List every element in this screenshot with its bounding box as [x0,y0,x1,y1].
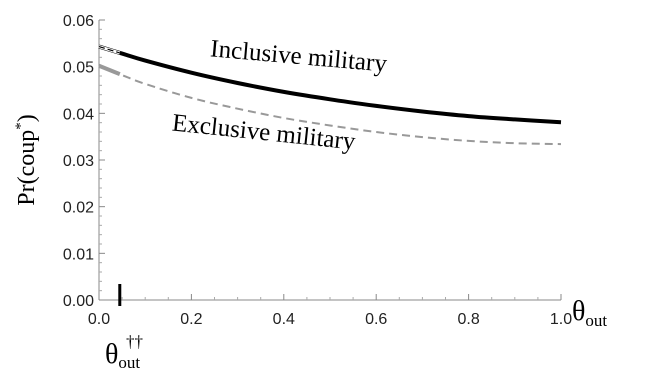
y-axis-label: Pr(coup*) [13,114,40,205]
x-tick-label: 0.6 [365,311,387,328]
y-tick-label: 0.04 [63,106,94,123]
exclusive-military-solid-start [98,63,121,76]
y-tick-label: 0.00 [63,293,94,310]
inclusive-military-dashed-start [98,46,120,54]
series-layer [98,44,562,146]
y-tick-label: 0.05 [63,60,94,77]
inclusive-military-line [98,44,562,125]
x-tick-label: 0.4 [273,311,295,328]
x-axis-label: θout [572,296,607,330]
y-tick-label: 0.01 [63,246,94,263]
inclusive-military-label: Inclusive military [209,35,388,77]
y-tick-label: 0.02 [63,200,94,217]
x-tick-label: 0.0 [88,311,110,328]
x-tick-label: 0.8 [457,311,479,328]
exclusive-military-line [98,64,562,146]
threshold-label: θout†† [105,332,143,372]
x-tick-label: 1.0 [550,311,572,328]
exclusive-military-label: Exclusive military [171,109,357,155]
x-tick-label: 0.2 [180,311,202,328]
axes [98,19,562,306]
y-tick-label: 0.03 [63,153,94,170]
y-tick-label: 0.06 [63,13,94,30]
